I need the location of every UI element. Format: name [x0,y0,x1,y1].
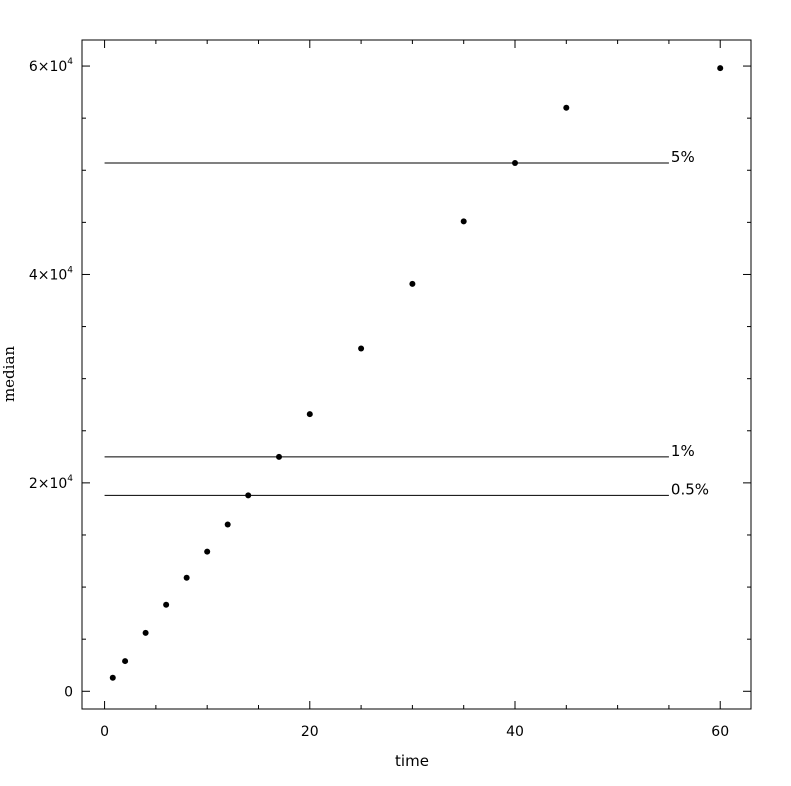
data-point [109,674,116,681]
reference-lines: 5% 1% 0.5% [104,148,709,498]
plot-frame [81,39,752,710]
data-point [512,159,519,166]
y-axis-title: median [0,346,18,402]
data-point [122,658,129,665]
data-points [109,65,724,681]
reference-line-label: 5% [671,148,695,166]
data-point [245,492,252,499]
data-point [717,65,724,72]
y-tick-label: 6×104 [29,57,73,75]
data-point [409,280,416,287]
data-point [276,453,283,460]
x-tick-label: 0 [100,724,109,740]
data-point [563,104,570,111]
data-point [183,574,190,581]
y-tick-label: 2×104 [29,474,73,492]
data-point [224,521,231,528]
data-point [142,629,149,636]
data-point [163,601,170,608]
data-point [358,345,365,352]
reference-line-label: 1% [671,442,695,460]
x-axis-title: time [395,752,429,770]
data-point [460,218,467,225]
axis-tick-labels: 0 20 40 60 0 2×104 4×104 6×104 [29,57,729,740]
x-tick-label: 40 [506,724,524,740]
axis-ticks [82,40,751,709]
data-point [204,548,211,555]
x-tick-label: 20 [301,724,319,740]
reference-line-label: 0.5% [671,480,709,498]
y-tick-label: 0 [64,684,73,700]
x-tick-label: 60 [711,724,729,740]
data-point [306,411,313,418]
y-tick-label: 4×104 [29,265,73,283]
